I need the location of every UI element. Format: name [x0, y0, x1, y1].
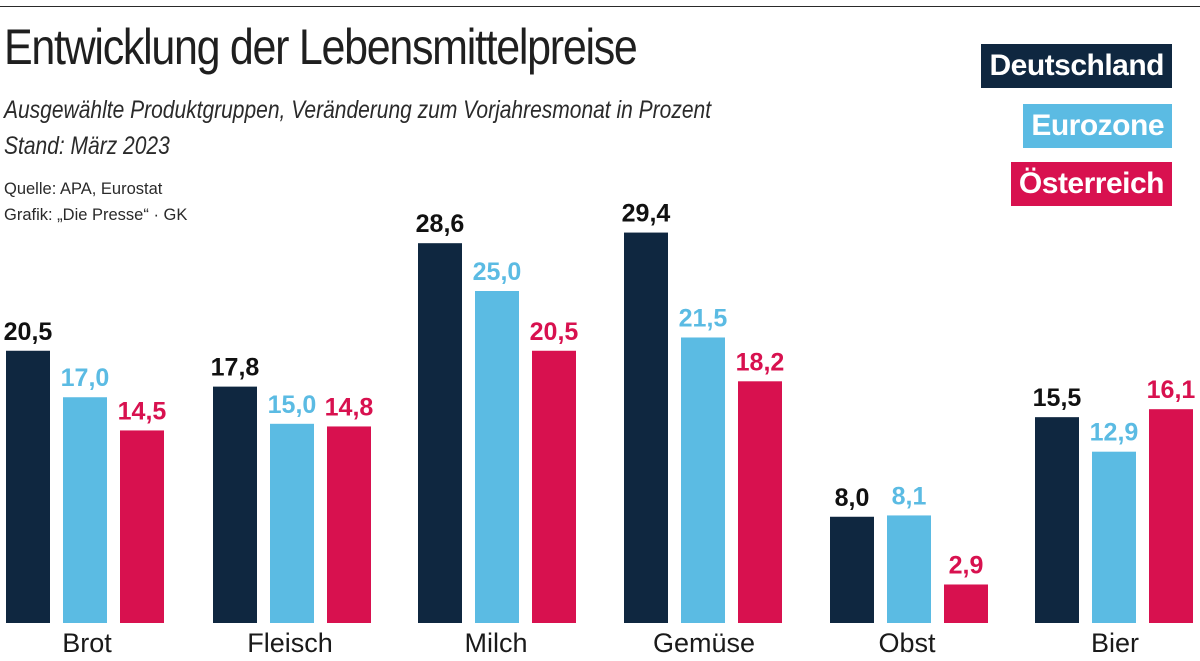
bar-brot-oesterreich — [120, 430, 164, 623]
bar-fleisch-deutschland — [213, 386, 257, 623]
value-label-fleisch-deutschland: 17,8 — [211, 354, 260, 382]
bar-obst-deutschland — [830, 516, 874, 623]
bar-bier-oesterreich — [1149, 409, 1193, 623]
value-label-milch-deutschland: 28,6 — [416, 210, 465, 238]
bar-gemuese-deutschland — [624, 232, 668, 623]
bar-bier-eurozone — [1092, 451, 1136, 623]
bar-obst-eurozone — [887, 515, 931, 623]
legend-item-oesterreich: Österreich — [1010, 162, 1172, 206]
bar-milch-deutschland — [418, 243, 462, 623]
chart-subtitle: Ausgewählte Produktgruppen, Veränderung … — [4, 96, 712, 124]
bar-gemuese-eurozone — [681, 337, 725, 623]
value-label-bier-deutschland: 15,5 — [1033, 384, 1082, 412]
legend-item-deutschland: Deutschland — [981, 44, 1172, 88]
bar-obst-oesterreich — [944, 584, 988, 623]
chart-credit: Grafik: „Die Presse“ · GK — [4, 206, 188, 224]
value-label-gemuese-oesterreich: 18,2 — [736, 348, 785, 376]
category-label-fleisch: Fleisch — [247, 628, 333, 658]
bar-milch-oesterreich — [532, 350, 576, 623]
value-label-gemuese-eurozone: 21,5 — [679, 304, 728, 332]
top-rule — [0, 6, 1200, 7]
bar-gemuese-oesterreich — [738, 381, 782, 623]
legend-item-eurozone: Eurozone — [1023, 104, 1172, 148]
value-label-bier-eurozone: 12,9 — [1090, 419, 1139, 447]
bar-bier-deutschland — [1035, 417, 1079, 623]
chart-title: Entwicklung der Lebensmittelpreise — [4, 19, 638, 75]
value-label-fleisch-oesterreich: 14,8 — [325, 393, 374, 421]
bar-brot-eurozone — [63, 397, 107, 623]
value-label-fleisch-eurozone: 15,0 — [268, 391, 317, 419]
value-label-milch-oesterreich: 20,5 — [530, 318, 579, 346]
value-label-obst-deutschland: 8,0 — [835, 484, 870, 512]
value-label-obst-eurozone: 8,1 — [892, 482, 927, 510]
value-label-obst-oesterreich: 2,9 — [949, 551, 984, 579]
category-label-brot: Brot — [62, 628, 112, 658]
value-label-bier-oesterreich: 16,1 — [1147, 376, 1196, 404]
value-label-brot-deutschland: 20,5 — [4, 318, 53, 346]
bar-fleisch-eurozone — [270, 423, 314, 623]
value-label-milch-eurozone: 25,0 — [473, 258, 522, 286]
value-label-brot-oesterreich: 14,5 — [118, 397, 167, 425]
category-label-milch: Milch — [464, 628, 527, 658]
value-label-brot-eurozone: 17,0 — [61, 364, 110, 392]
category-label-bier: Bier — [1091, 628, 1139, 658]
category-label-gemuese: Gemüse — [653, 628, 755, 658]
chart-date-note: Stand: März 2023 — [4, 132, 170, 160]
value-label-gemuese-deutschland: 29,4 — [622, 200, 671, 228]
bar-milch-eurozone — [475, 291, 519, 623]
chart-source: Quelle: APA, Eurostat — [4, 180, 163, 198]
category-label-obst: Obst — [878, 628, 936, 658]
bar-brot-deutschland — [6, 350, 50, 623]
bar-fleisch-oesterreich — [327, 426, 371, 623]
